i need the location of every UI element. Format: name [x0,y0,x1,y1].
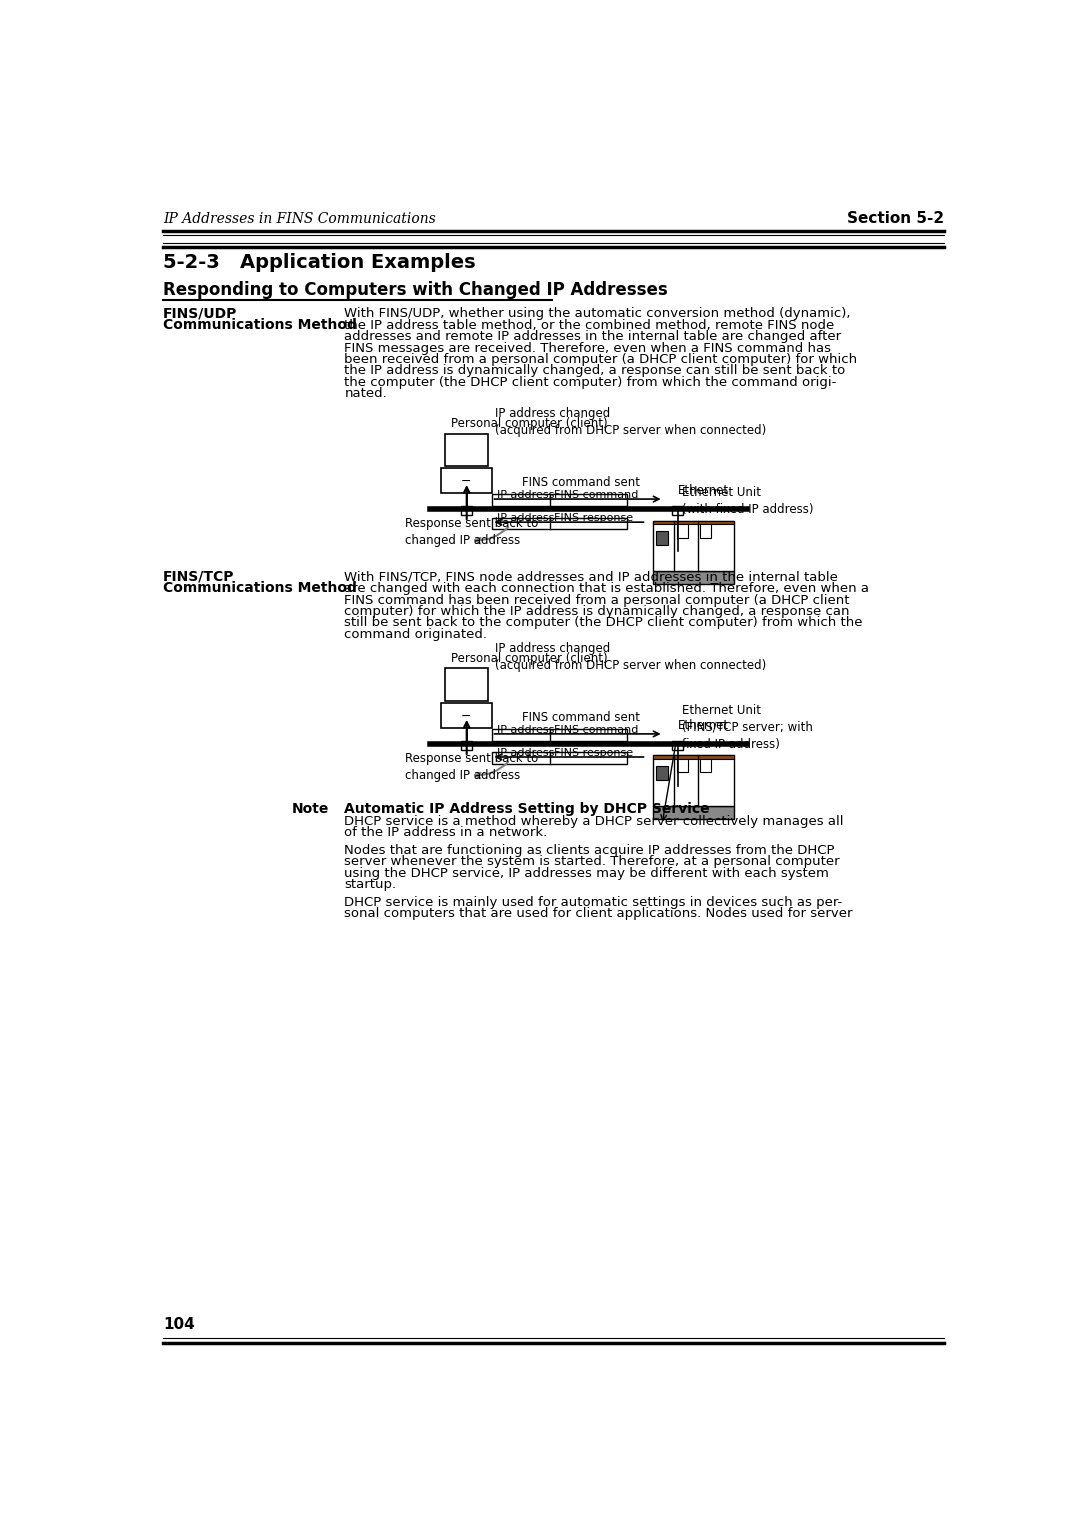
Text: IP Addresses in FINS Communications: IP Addresses in FINS Communications [163,212,435,226]
Text: FINS command sent: FINS command sent [523,711,640,724]
Text: FINS command: FINS command [554,490,638,500]
Text: Section 5-2: Section 5-2 [847,211,944,226]
Text: IP address changed
(acquired from DHCP server when connected): IP address changed (acquired from DHCP s… [496,642,767,672]
Text: nated.: nated. [345,387,387,400]
Bar [445,434,488,466]
Text: FINS/TCP: FINS/TCP [163,570,234,584]
Text: using the DHCP service, IP addresses may be different with each system: using the DHCP service, IP addresses may… [345,866,829,880]
Text: Responding to Computers with Changed IP Addresses: Responding to Computers with Changed IP … [163,281,667,299]
Bar [652,571,734,584]
Text: the IP address is dynamically changed, a response can still be sent back to: the IP address is dynamically changed, a… [345,364,846,377]
Text: Ethernet Unit
(with fixed IP address): Ethernet Unit (with fixed IP address) [683,486,813,516]
Text: Automatic IP Address Setting by DHCP Service: Automatic IP Address Setting by DHCP Ser… [345,802,710,816]
Text: With FINS/UDP, whether using the automatic conversion method (dynamic),: With FINS/UDP, whether using the automat… [345,307,851,321]
Bar [491,752,627,764]
Bar [656,532,669,545]
Bar [652,807,734,819]
Text: Note: Note [292,802,329,816]
Bar [652,521,734,571]
Text: FINS command has been received from a personal computer (a DHCP client: FINS command has been received from a pe… [345,593,850,607]
Text: IP address: IP address [497,513,554,523]
Bar [677,523,688,538]
Text: FINS command sent: FINS command sent [523,477,640,489]
Bar [445,668,488,701]
Text: Ethernet: Ethernet [677,718,729,732]
Text: −: − [461,475,472,487]
Text: DHCP service is mainly used for automatic settings in devices such as per-: DHCP service is mainly used for automati… [345,895,842,909]
Bar [491,518,627,529]
Bar [461,506,472,515]
Bar [491,495,627,506]
Bar [652,755,734,807]
Bar [441,468,491,494]
Text: been received from a personal computer (a DHCP client computer) for which: been received from a personal computer (… [345,353,858,367]
Bar [441,703,491,727]
Text: are changed with each connection that is established. Therefore, even when a: are changed with each connection that is… [345,582,869,594]
Text: startup.: startup. [345,879,396,891]
Bar [652,521,734,524]
Text: IP address: IP address [497,747,554,758]
Text: sonal computers that are used for client applications. Nodes used for server: sonal computers that are used for client… [345,908,853,920]
Text: addresses and remote IP addresses in the internal table are changed after: addresses and remote IP addresses in the… [345,330,841,344]
Text: With FINS/TCP, FINS node addresses and IP addresses in the internal table: With FINS/TCP, FINS node addresses and I… [345,571,838,584]
Text: Response sent back to
changed IP address: Response sent back to changed IP address [405,516,538,547]
Text: the computer (the DHCP client computer) from which the command origi-: the computer (the DHCP client computer) … [345,376,837,388]
Text: still be sent back to the computer (the DHCP client computer) from which the: still be sent back to the computer (the … [345,616,863,630]
Text: Communications Method: Communications Method [163,581,356,596]
Text: FINS messages are received. Therefore, even when a FINS command has: FINS messages are received. Therefore, e… [345,342,832,354]
Bar [672,741,683,750]
Bar [652,755,734,759]
Text: Ethernet: Ethernet [677,484,729,497]
Text: of the IP address in a network.: of the IP address in a network. [345,827,548,839]
Text: command originated.: command originated. [345,628,487,640]
Text: Personal computer (client): Personal computer (client) [451,417,608,429]
Text: FINS response: FINS response [554,513,633,523]
Text: −: − [461,709,472,723]
Text: IP address: IP address [497,490,554,500]
Text: IP address changed
(acquired from DHCP server when connected): IP address changed (acquired from DHCP s… [496,408,767,437]
Bar [672,506,683,515]
Text: DHCP service is a method whereby a DHCP server collectively manages all: DHCP service is a method whereby a DHCP … [345,814,843,828]
Text: Response sent back to
changed IP address: Response sent back to changed IP address [405,752,538,782]
Bar [656,766,669,781]
Text: server whenever the system is started. Therefore, at a personal computer: server whenever the system is started. T… [345,856,840,868]
Text: FINS response: FINS response [554,747,633,758]
Bar [700,756,711,773]
Text: 104: 104 [163,1317,194,1332]
Bar [677,756,688,773]
Text: Nodes that are functioning as clients acquire IP addresses from the DHCP: Nodes that are functioning as clients ac… [345,843,835,857]
Text: Personal computer (client): Personal computer (client) [451,651,608,665]
Bar [491,729,627,741]
Bar [461,741,472,750]
Text: computer) for which the IP address is dynamically changed, a response can: computer) for which the IP address is dy… [345,605,850,617]
Text: FINS command: FINS command [554,724,638,735]
Text: 5-2-3   Application Examples: 5-2-3 Application Examples [163,254,475,272]
Text: IP address: IP address [497,724,554,735]
Text: the IP address table method, or the combined method, remote FINS node: the IP address table method, or the comb… [345,319,835,332]
Text: FINS/UDP: FINS/UDP [163,307,238,321]
Bar [700,523,711,538]
Text: Communications Method: Communications Method [163,318,356,332]
Text: Ethernet Unit
(FINS/TCP server; with
fixed IP address): Ethernet Unit (FINS/TCP server; with fix… [683,704,813,750]
